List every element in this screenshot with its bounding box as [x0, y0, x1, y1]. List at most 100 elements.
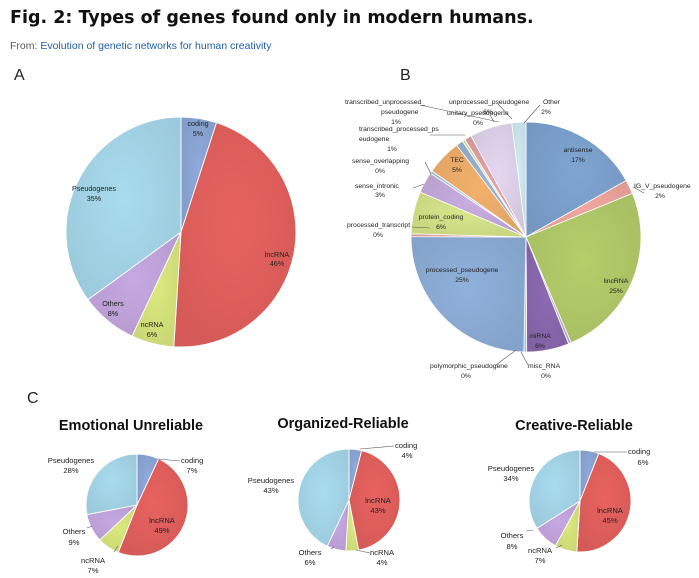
leader-line-ig-v-pseudogene [632, 186, 645, 194]
slice-value-pseudogenes: 34% [503, 474, 518, 483]
slice-label-tec: TEC [450, 157, 464, 164]
slice-label-transcribed-unprocessed-pseudogene: transcribed_unprocessed_ [345, 99, 425, 106]
panel-label-b: B [400, 67, 411, 84]
slice-label-pseudogenes: Pseudogenes [48, 456, 95, 465]
pie-slice-other [511, 121, 527, 238]
slice-label-coding: coding [395, 441, 417, 450]
slice-label-ig-v-pseudogene: IG_V_pseudogene [634, 183, 691, 190]
pie-chart-c2: coding4%lncRNA43%ncRNA4%Others6%Pseudoge… [248, 416, 418, 567]
slice-value-unprocessed-pseudogene: 6% [483, 109, 493, 116]
slice-value-other: 2% [541, 109, 551, 116]
slice-label-lncrna: lncRNA [365, 496, 392, 505]
slice-value-polymorphic-pseudogene: 0% [461, 373, 471, 380]
leader-line-processed-transcript [411, 226, 431, 229]
slice-label-coding: coding [628, 447, 650, 456]
slice-label-coding: coding [181, 456, 203, 465]
slice-label-pseudogenes: Pseudogenes [248, 476, 295, 485]
pie-slice-lncrna [348, 450, 401, 551]
slice-label-ncrna: ncRNA [141, 320, 164, 329]
pie-slice-antisense [525, 121, 627, 238]
panel-label-c: C [27, 390, 39, 407]
pie-chart-c1: coding7%lncRNA49%ncRNA7%Others9%Pseudoge… [48, 418, 204, 575]
slice-label-mirna: miRNA [529, 333, 551, 340]
leader-line-coding [359, 445, 395, 450]
slice-label-pseudogenes: Pseudogenes [488, 464, 535, 473]
slice-label-cont-transcribed-unprocessed-pseudogene: pseudogene [381, 109, 419, 116]
slice-label-others: Others [63, 527, 86, 536]
slice-label-others: Others [501, 531, 524, 540]
slice-value-pseudogenes: 43% [263, 486, 278, 495]
pie-slice-lincrna [525, 192, 642, 344]
slice-value-tec: 5% [452, 167, 462, 174]
slice-label-lncrna: lncRNA [265, 250, 290, 259]
slice-label-others: Others [102, 299, 124, 308]
leader-line-polymorphic-pseudogene [495, 349, 517, 366]
slice-label-lncrna: lncRNA [597, 506, 624, 515]
slice-value-antisense: 17% [571, 157, 585, 164]
source-prefix: From: [10, 40, 41, 52]
slice-value-coding: 7% [187, 466, 198, 475]
leader-line-transcribed-unprocessed-pseudogene [419, 104, 500, 123]
leader-line-others [525, 529, 534, 532]
slice-label-others: Others [299, 548, 322, 557]
slice-value-ig-v-pseudogene: 2% [655, 193, 665, 200]
slice-value-processed-transcript: 0% [373, 232, 383, 239]
slice-label-unitary-pseudogene: unitary_pseudogene [447, 110, 509, 117]
slice-label-lncrna: lncRNA [149, 516, 176, 525]
leader-line-other [523, 104, 541, 124]
chart-title-emotional-unreliable: Emotional Unreliable [59, 418, 203, 434]
slice-value-misc-rna: 0% [541, 373, 551, 380]
leader-line-misc-rna [520, 351, 529, 366]
slice-label-protein-coding: protein_coding [419, 214, 464, 221]
slice-value-lncrna: 45% [602, 516, 617, 525]
pie-slice-pseudogenes [297, 448, 350, 547]
slice-value-mirna: 6% [535, 343, 545, 350]
slice-label-ncrna: ncRNA [81, 556, 106, 565]
leader-line-ncrna [555, 544, 563, 549]
slice-label-antisense: antisense [563, 147, 592, 154]
pie-slice-pseudogenes [85, 453, 138, 516]
slice-value-others: 6% [305, 558, 316, 567]
slice-value-lncrna: 49% [154, 526, 169, 535]
slice-value-coding: 4% [402, 451, 413, 460]
slice-value-lincrna: 25% [609, 288, 623, 295]
slice-value-others: 9% [69, 538, 80, 547]
leader-line-unprocessed-pseudogene [497, 103, 513, 120]
slice-label-unprocessed-pseudogene: unprocessed_pseudogene [449, 99, 529, 106]
panel-label-a: A [14, 67, 25, 84]
slice-value-ncrna: 6% [147, 330, 158, 339]
leader-line-others [330, 546, 335, 550]
slice-value-sense-intronic: 3% [375, 192, 385, 199]
slice-value-lncrna: 43% [370, 506, 385, 515]
slice-value-ncrna: 4% [377, 558, 388, 567]
leader-line-sense-intronic [412, 183, 425, 189]
chart-title-creative-reliable: Creative-Reliable [515, 418, 633, 434]
slice-label-coding: coding [187, 119, 208, 128]
slice-value-transcribed-unprocessed-pseudogene: 1% [391, 119, 401, 126]
leader-line-coding [157, 458, 181, 462]
pie-slice-pseudogenes [528, 449, 581, 529]
slice-label-transcribed-processed-pseudogene: transcribed_processed_ps [359, 126, 439, 133]
slice-value-sense-overlapping: 0% [375, 168, 385, 175]
chart-title-organized-reliable: Organized-Reliable [277, 416, 408, 432]
slice-value-others: 8% [507, 542, 518, 551]
slice-value-coding: 6% [638, 458, 649, 467]
slice-value-pseudogenes: 28% [63, 466, 78, 475]
source-article-link[interactable]: Evolution of genetic networks for human … [40, 40, 272, 52]
slice-value-ncrna: 7% [535, 556, 546, 565]
leader-line-sense-overlapping [424, 161, 432, 175]
slice-label-lincrna: lincRNA [604, 278, 629, 285]
pie-slice-lncrna [576, 452, 632, 553]
figure-title: Fig. 2: Types of genes found only in mod… [10, 8, 534, 28]
source-line: From: Evolution of genetic networks for … [10, 40, 271, 52]
slice-label-processed-transcript: processed_transcript [347, 222, 410, 229]
slice-label-sense-overlapping: sense_overlapping [352, 158, 409, 165]
slice-value-processed-pseudogene: 25% [455, 277, 469, 284]
slice-label-pseudogenes: Pseudogenes [72, 184, 116, 193]
slice-label-other: Other [543, 99, 561, 106]
slice-label-polymorphic-pseudogene: polymorphic_pseudogene [430, 363, 508, 370]
slice-value-protein-coding: 6% [436, 224, 446, 231]
